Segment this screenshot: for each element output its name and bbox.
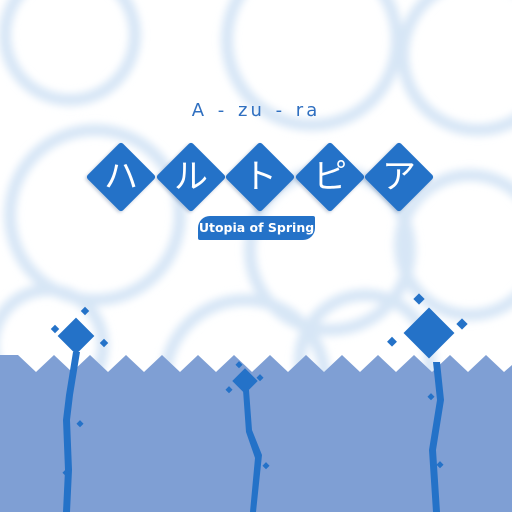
ring [221, 0, 403, 131]
title-tile: ル [153, 139, 229, 215]
flower-head [232, 368, 258, 394]
ring [397, 0, 512, 136]
flower-petal [235, 361, 243, 369]
flower-stem [429, 362, 444, 512]
flower-petal [99, 338, 109, 348]
album-title: ハ ル ト ピ ア [0, 139, 512, 215]
title-character: ル [174, 157, 208, 197]
flower-petal [80, 306, 90, 316]
flower-head [57, 317, 95, 355]
title-character: ア [382, 157, 416, 197]
flower-left [50, 306, 109, 512]
zigzag-hills [0, 355, 512, 512]
ring [394, 169, 512, 321]
title-tile: ア [361, 139, 437, 215]
subtitle-badge: Utopia of Spring [198, 216, 315, 240]
flower-petal [387, 336, 397, 347]
flower-petal [256, 374, 264, 382]
title-character: ハ [104, 157, 138, 197]
ring [0, 0, 141, 106]
title-tile: ト [222, 139, 298, 215]
flower-petal [225, 386, 233, 394]
flower-petal [50, 324, 60, 334]
title-character: ピ [313, 157, 347, 197]
artist-name: A - zu - ra [191, 100, 321, 121]
flower-petal [413, 293, 425, 305]
flower-petal [427, 393, 435, 401]
flower-petal [456, 318, 468, 330]
ring [4, 124, 186, 306]
flower-petal [262, 462, 270, 470]
title-tile: ハ [83, 139, 159, 215]
title-character: ト [243, 157, 277, 197]
flower-stem [243, 390, 262, 512]
title-tile: ピ [292, 139, 368, 215]
flower-middle [225, 361, 270, 512]
flower-petal [436, 461, 444, 469]
